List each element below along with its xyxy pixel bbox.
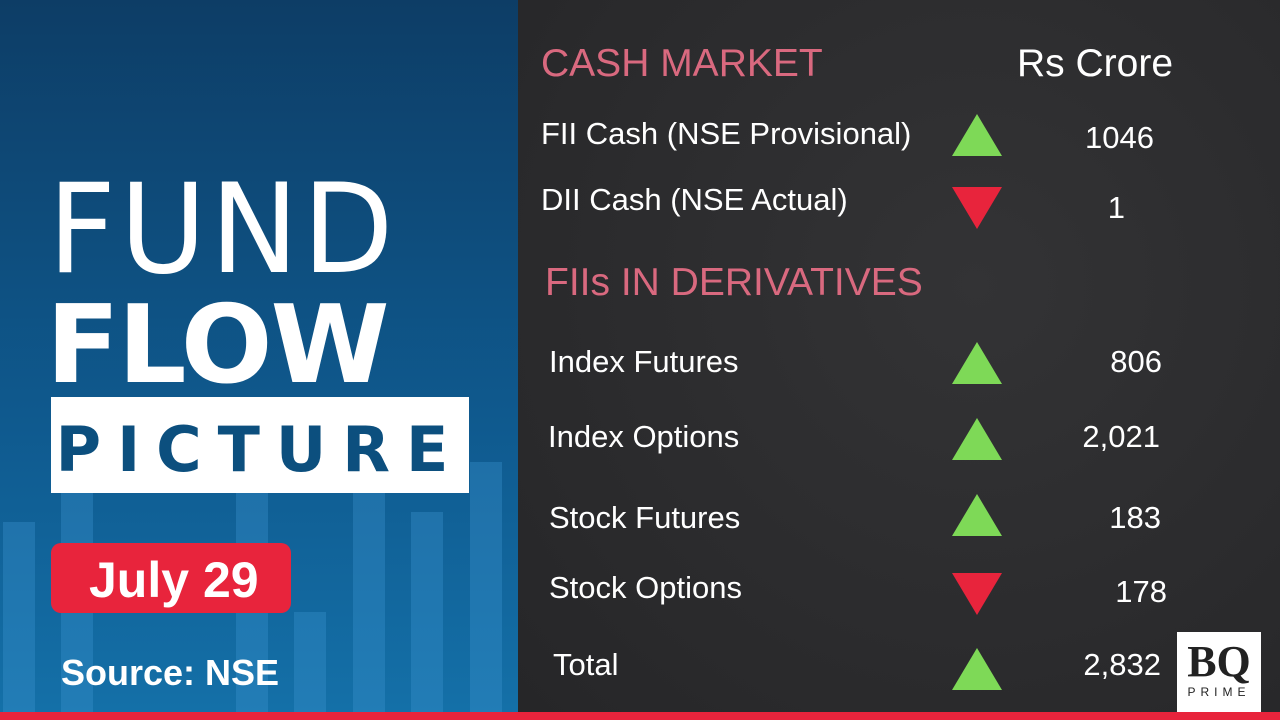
arrow-up-icon [952, 418, 1002, 460]
date-text: July 29 [89, 552, 259, 608]
title-picture: PICTURE [55, 413, 465, 486]
arrow-up-icon [952, 494, 1002, 536]
arrow-up-icon [952, 648, 1002, 690]
cash-market-heading: CASH MARKET [541, 42, 823, 85]
date-badge: July 29 [51, 543, 291, 613]
arrow-up-icon [952, 114, 1002, 156]
derivatives-heading: FIIs IN DERIVATIVES [545, 261, 923, 304]
bq-prime-logo: BQ PRIME [1177, 632, 1261, 716]
row-label: Total [553, 647, 619, 682]
title-flow: FLOW [46, 283, 390, 408]
row-value: 1 [1107, 190, 1125, 225]
bottom-accent-bar [0, 712, 1280, 720]
title-fund: FUND [48, 156, 398, 302]
row-value: 178 [1115, 574, 1167, 609]
row-label: Stock Futures [549, 500, 741, 535]
row-value: 806 [1110, 344, 1162, 379]
row-label: Index Options [548, 419, 740, 454]
arrow-down-icon [952, 187, 1002, 229]
left-panel: FUND FLOW PICTURE July 29 Source: NSE [0, 0, 518, 712]
source-text: Source: NSE [61, 652, 280, 693]
row-label: DII Cash (NSE Actual) [541, 182, 848, 217]
bg-bar [294, 612, 326, 712]
title-picture-box: PICTURE [51, 397, 469, 493]
row-value: 2,832 [1083, 647, 1161, 682]
arrow-down-icon [952, 573, 1002, 615]
row-label: Index Futures [549, 344, 739, 379]
right-panel [518, 0, 1280, 712]
logo-sub: PRIME [1187, 685, 1251, 699]
arrow-up-icon [952, 342, 1002, 384]
logo-mark: BQ [1187, 637, 1251, 686]
row-label: Stock Options [549, 570, 742, 605]
row-value: 2,021 [1082, 419, 1160, 454]
bg-bar [470, 462, 502, 712]
row-value: 1046 [1085, 120, 1154, 155]
bg-bar [411, 512, 443, 712]
row-value: 183 [1109, 500, 1161, 535]
bg-bar [3, 522, 35, 712]
row-label: FII Cash (NSE Provisional) [541, 116, 912, 151]
unit-label: Rs Crore [1017, 42, 1174, 85]
